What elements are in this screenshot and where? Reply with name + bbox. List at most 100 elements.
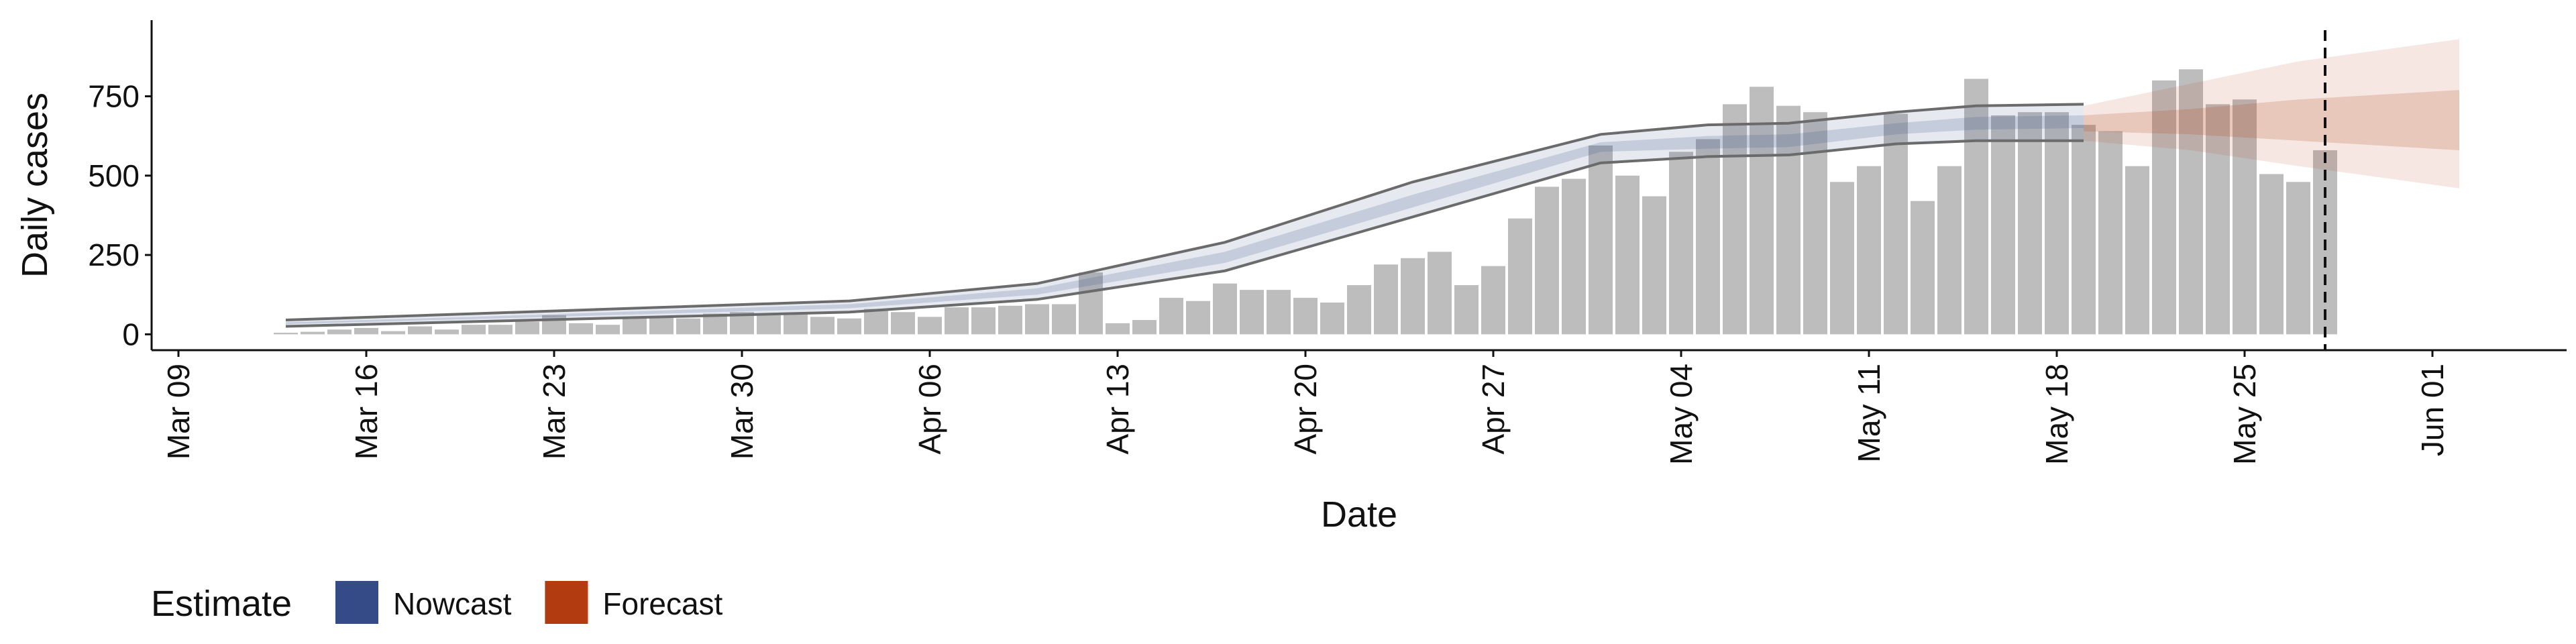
bar: [1696, 139, 1720, 335]
bar: [864, 309, 888, 335]
x-tick-label: Jun 01: [2415, 364, 2450, 456]
bar: [1615, 175, 1640, 335]
bar: [1803, 112, 1827, 335]
bar: [301, 331, 325, 335]
bar: [649, 317, 674, 335]
bar: [1642, 196, 1666, 335]
bar: [1750, 87, 1774, 335]
bar: [918, 317, 942, 335]
bar: [1589, 145, 1613, 335]
x-tick-label: Mar 09: [161, 364, 196, 460]
x-tick-label: Mar 23: [537, 364, 572, 460]
bar: [1267, 290, 1291, 335]
bar: [1535, 186, 1559, 335]
bar: [2206, 104, 2230, 335]
bar: [354, 327, 378, 335]
band-50: [2084, 90, 2459, 150]
legend-swatch: [335, 581, 378, 624]
legend-label: Nowcast: [393, 586, 512, 621]
bar: [1562, 178, 1586, 335]
y-tick-label: 500: [88, 158, 140, 193]
y-tick-label: 0: [122, 317, 140, 352]
bar: [569, 323, 593, 335]
bar: [1481, 266, 1505, 335]
bar: [1669, 152, 1693, 335]
band-edge: [285, 139, 2084, 328]
bar: [408, 326, 432, 335]
bar: [515, 321, 539, 335]
x-tick-label: Apr 27: [1476, 364, 1511, 455]
bar: [1240, 290, 1264, 335]
bar: [1293, 297, 1318, 335]
bar: [1347, 285, 1371, 335]
bar: [998, 305, 1022, 335]
bar: [1159, 297, 1183, 335]
bar: [810, 317, 835, 335]
bar: [1320, 303, 1344, 335]
bar: [1911, 201, 1935, 335]
bar: [435, 329, 459, 335]
bar: [1508, 218, 1532, 335]
bar: [971, 307, 996, 335]
bar: [837, 318, 861, 335]
x-tick-label: May 11: [1851, 364, 1886, 462]
bar: [784, 313, 808, 335]
bar: [1025, 304, 1049, 335]
bar: [1428, 252, 1452, 335]
bar: [891, 312, 915, 335]
bar: [1991, 115, 2015, 335]
bar: [2286, 182, 2310, 335]
y-axis-title: Daily cases: [15, 93, 55, 278]
legend-title: Estimate: [151, 584, 292, 624]
bar: [1723, 104, 1747, 335]
bar: [1776, 105, 1801, 335]
x-axis-title: Date: [1321, 494, 1397, 535]
bar: [945, 307, 969, 335]
bar: [1401, 258, 1425, 335]
bar: [1964, 78, 1988, 335]
bar: [596, 325, 620, 335]
bar: [2018, 112, 2042, 335]
bar: [1884, 113, 1908, 335]
x-tick-label: Apr 20: [1288, 364, 1323, 455]
legend-swatch: [545, 581, 588, 624]
y-tick-label: 750: [88, 79, 140, 114]
bar: [1454, 285, 1479, 335]
bar: [1374, 264, 1398, 335]
bar: [623, 317, 647, 335]
bar: [2179, 69, 2203, 335]
bar: [1857, 166, 1881, 335]
bar: [327, 329, 352, 335]
bar: [2233, 99, 2257, 335]
bar: [1052, 304, 1076, 335]
legend-label: Forecast: [602, 586, 722, 621]
bar: [462, 325, 486, 335]
band-90: [2084, 39, 2459, 189]
y-tick-label: 250: [88, 237, 140, 272]
bar: [1213, 283, 1237, 335]
bar: [1937, 166, 1962, 335]
bar: [2098, 131, 2123, 335]
bar: [1830, 182, 1854, 335]
x-tick-label: Apr 13: [1100, 364, 1135, 455]
bar: [2152, 80, 2176, 335]
bar: [703, 313, 727, 335]
x-tick-label: May 18: [2039, 364, 2074, 465]
bar: [2072, 125, 2096, 335]
bar: [1106, 323, 1130, 335]
x-tick-label: May 04: [1664, 364, 1699, 465]
band-edge: [285, 103, 2084, 322]
bar: [1132, 320, 1157, 335]
bar: [1186, 301, 1210, 335]
bar: [757, 315, 781, 335]
x-tick-label: Mar 16: [349, 364, 384, 460]
x-tick-label: Apr 06: [912, 364, 947, 455]
x-tick-label: May 25: [2227, 364, 2262, 465]
bar: [2125, 166, 2149, 335]
bar: [2045, 112, 2069, 335]
bar: [2259, 174, 2284, 335]
bar: [274, 332, 298, 335]
x-tick-label: Mar 30: [724, 364, 759, 460]
bar: [488, 325, 513, 335]
